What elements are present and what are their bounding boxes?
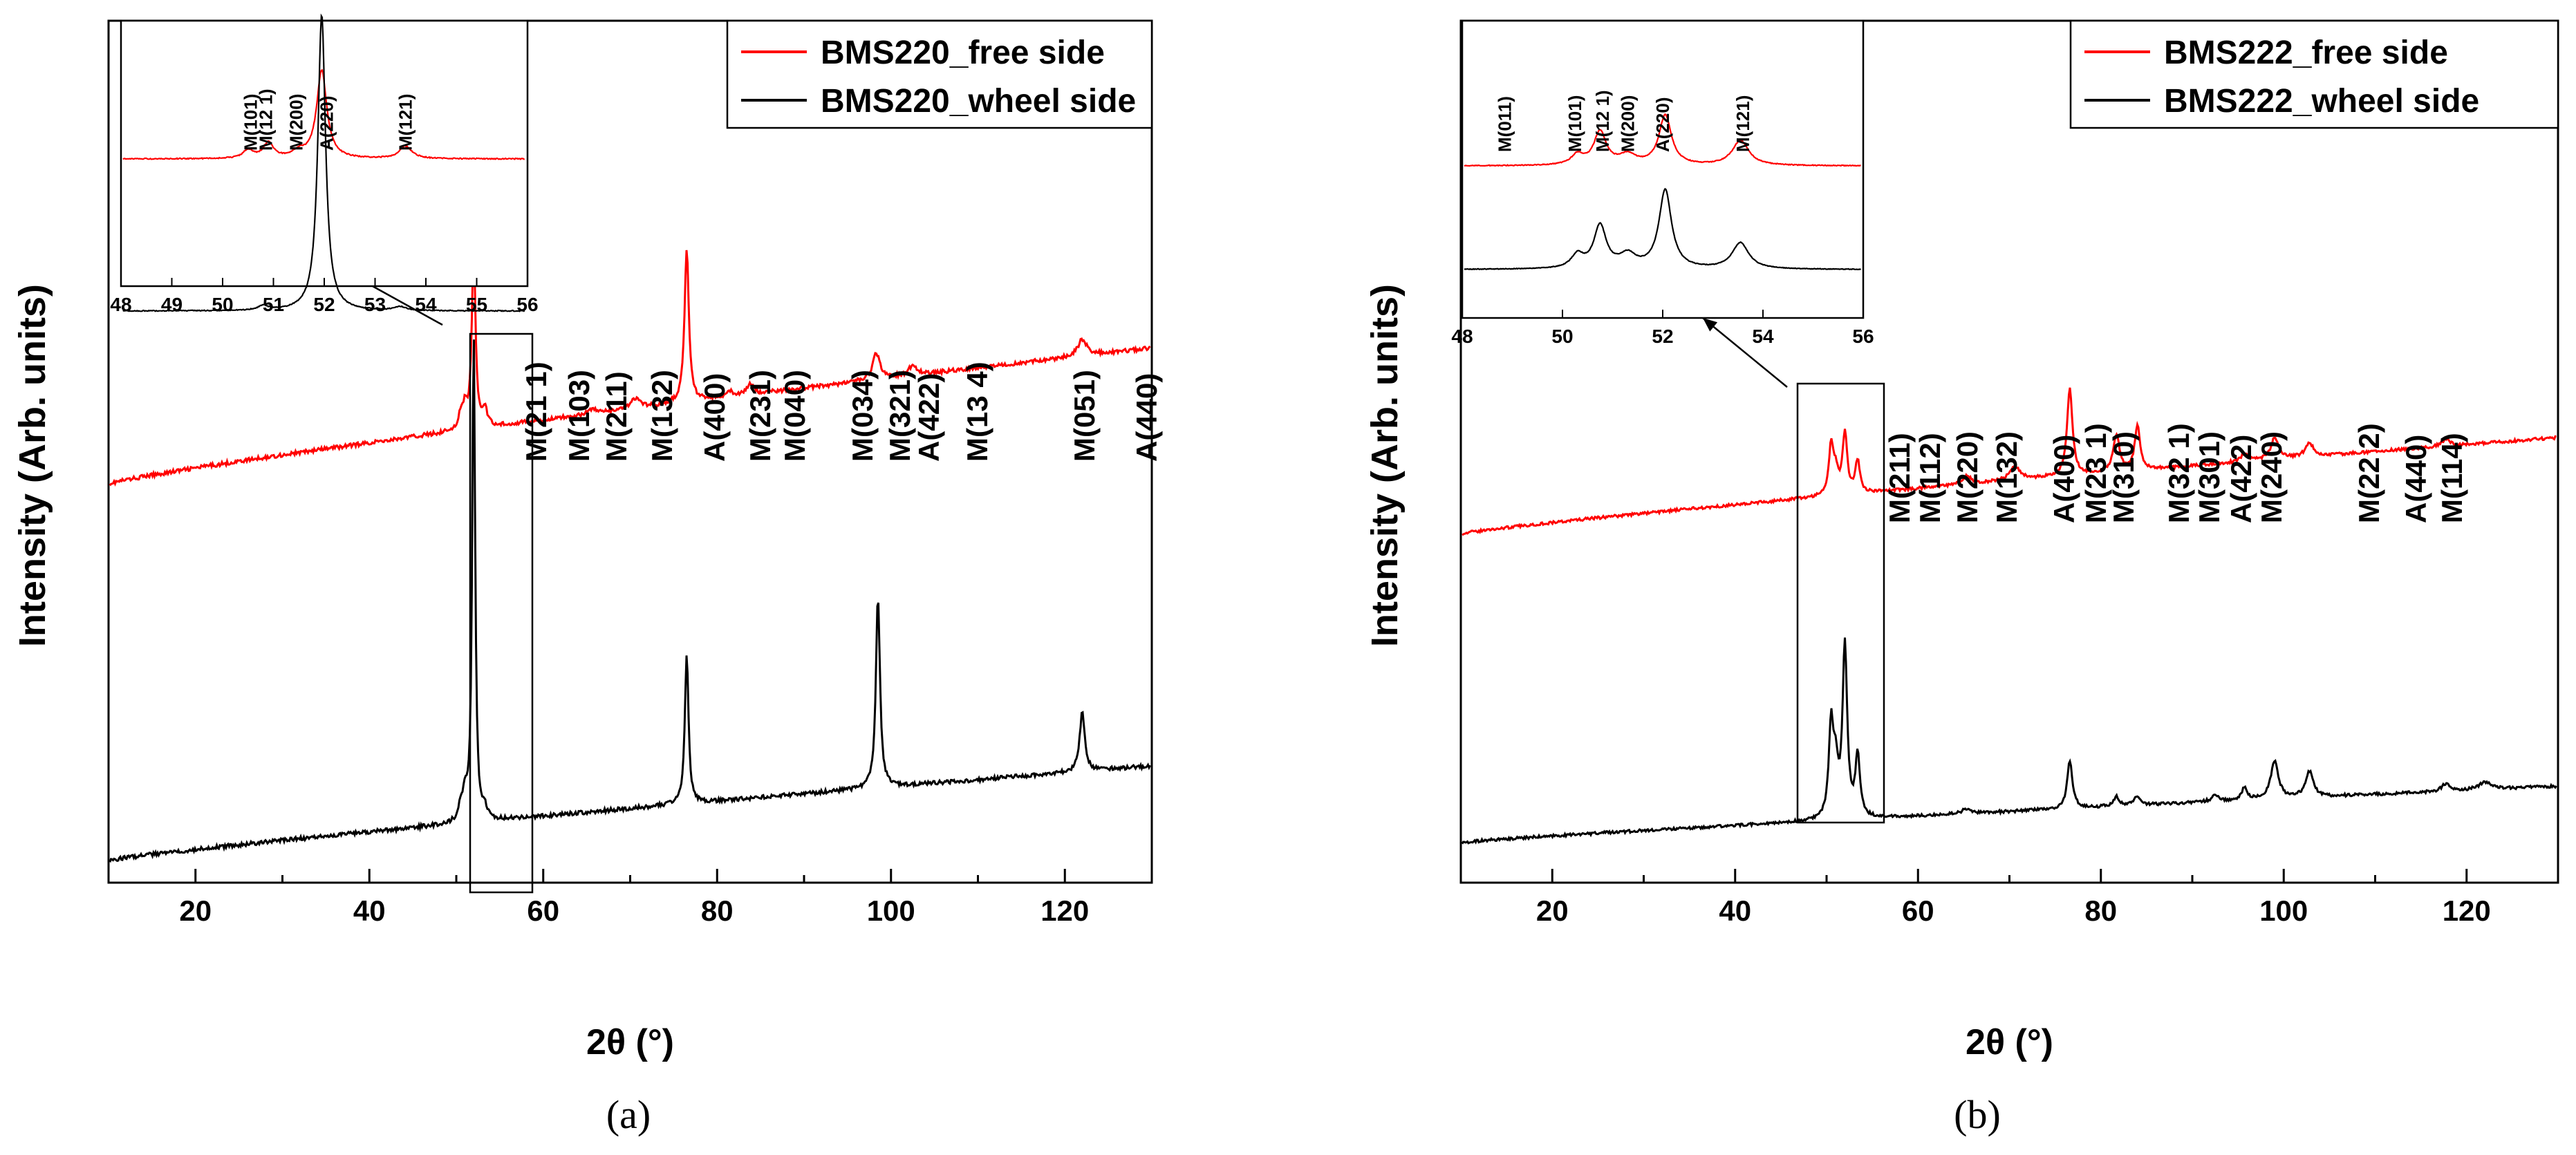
peak-annotation: M(23 1) (2080, 423, 2112, 523)
peak-annotation: M(114) (2436, 433, 2468, 523)
peak-annotation: M(220) (1951, 431, 1984, 523)
x-tick-label: 20 (1536, 894, 1569, 927)
inset-tick-label: 52 (1652, 326, 1673, 347)
peak-annotation: A(422) (2225, 435, 2257, 523)
panel-caption: (b) (1954, 1092, 2001, 1137)
inset-tick-label: 48 (110, 294, 131, 315)
x-tick-label: 40 (353, 894, 386, 927)
series-line-0 (1462, 387, 2557, 536)
peak-annotation: A(440) (2400, 435, 2432, 523)
inset-series-1 (1464, 187, 1862, 271)
peak-annotation: M(112) (1914, 433, 1946, 523)
series-line-1 (109, 339, 1151, 863)
legend-box (726, 19, 1153, 129)
zoom-arrow-line (1702, 317, 1788, 388)
peak-annotation: M(132) (646, 370, 678, 462)
x-tick-label: 100 (2259, 894, 2308, 927)
x-tick-label: 120 (1040, 894, 1089, 927)
peak-annotation: M(211) (1883, 433, 1916, 523)
x-tick-label: 40 (1719, 894, 1751, 927)
peak-annotation: M(051) (1068, 370, 1101, 462)
legend-box (2069, 19, 2559, 129)
x-tick-label: 100 (867, 894, 915, 927)
x-tick-label: 60 (1902, 894, 1934, 927)
legend-label-0: BMS220_free side (821, 35, 1105, 71)
inset-tick-label: 52 (313, 294, 335, 315)
peak-annotation: M(132) (1990, 431, 2023, 523)
inset-tick-label: 48 (1451, 326, 1473, 347)
inset-tick-label: 56 (1852, 326, 1874, 347)
inset-frame (1461, 19, 1865, 319)
inset-peak-label: A(220) (317, 96, 337, 151)
peak-annotation: M(034) (846, 370, 879, 462)
inset-peak-label: M(101) (1565, 95, 1585, 152)
peak-annotation: M(103) (563, 370, 595, 462)
inset-series-0 (1464, 113, 1861, 167)
peak-annotation: M(22 2) (2353, 423, 2385, 523)
peak-annotation: M(240) (2255, 431, 2288, 523)
zoom-region-box (1796, 382, 1885, 824)
x-tick-label: 80 (701, 894, 734, 927)
x-axis-title: 2θ (°) (1966, 1022, 2053, 1062)
inset-tick-label: 50 (1551, 326, 1573, 347)
zoom-arrow-head (1703, 318, 1718, 332)
legend-label-1: BMS220_wheel side (821, 83, 1136, 120)
inset-peak-label: A(220) (1652, 97, 1673, 152)
inset-peak-label: M(200) (286, 94, 307, 151)
inset-tick-label: 53 (364, 294, 386, 315)
inset-peak-label: M(200) (1617, 95, 1638, 152)
peak-annotation: M(040) (778, 370, 811, 462)
peak-annotation: A(422) (913, 373, 945, 462)
x-tick-label: 80 (2084, 894, 2117, 927)
peak-annotation: M(321) (884, 370, 916, 462)
peak-annotation: M(21 1) (520, 361, 552, 462)
panel-caption: (a) (606, 1092, 651, 1137)
legend-label-1: BMS222_wheel side (2164, 83, 2479, 120)
inset-peak-label: M(121) (1733, 95, 1753, 152)
inset-tick-label: 49 (161, 294, 183, 315)
peak-annotation: M(32 1) (2163, 423, 2195, 523)
inset-peak-label: M(12 1) (255, 88, 276, 151)
inset-tick-label: 55 (466, 294, 487, 315)
peak-annotation: M(301) (2193, 431, 2225, 523)
inset-peak-label: M(121) (395, 94, 416, 151)
y-axis-title: Intensity (Arb. units) (1364, 284, 1406, 647)
y-axis-title: Intensity (Arb. units) (12, 284, 53, 647)
inset-tick-label: 51 (263, 294, 284, 315)
inset-tick-label: 54 (415, 294, 437, 315)
peak-annotation: M(310) (2107, 431, 2140, 523)
peak-annotation: A(400) (2048, 435, 2080, 523)
inset-peak-label: M(12 1) (1592, 90, 1613, 152)
legend-label-0: BMS222_free side (2164, 35, 2448, 71)
inset-peak-label: M(011) (1495, 96, 1515, 152)
peak-annotation: A(400) (698, 373, 731, 462)
peak-annotation: M(211) (600, 371, 633, 462)
x-axis-title: 2θ (°) (586, 1022, 674, 1062)
inset-tick-label: 50 (212, 294, 233, 315)
zoom-region-box (469, 332, 534, 894)
series-line-0 (109, 244, 1151, 487)
inset-tick-label: 54 (1752, 326, 1774, 347)
x-tick-label: 120 (2443, 894, 2491, 927)
peak-annotation: M(231) (744, 370, 776, 462)
inset-peak-label: M(101) (240, 94, 261, 151)
peak-annotation: M(13 4) (961, 361, 993, 462)
inset-series-1 (122, 13, 525, 312)
x-tick-label: 20 (179, 894, 212, 927)
panel-a: 20 40 60 80 100 120 2θ (°) Intensity (Arb. unit… (12, 13, 1163, 1137)
peak-annotation: A(440) (1130, 373, 1163, 462)
series-line-1 (1461, 637, 2557, 845)
x-tick-label: 60 (527, 894, 559, 927)
panel-b: 20 40 60 80 100 120 2θ (°) Intensity (Arb. unit… (1364, 19, 2559, 1137)
